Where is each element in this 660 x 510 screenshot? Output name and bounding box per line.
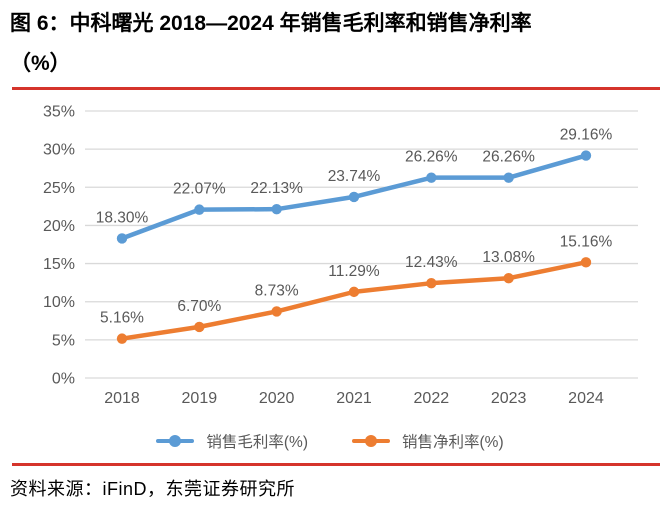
data-point xyxy=(426,172,437,183)
data-point xyxy=(580,257,592,268)
source-note: 资料来源：iFinD，东莞证券研究所 xyxy=(10,479,296,499)
y-tick-label: 0% xyxy=(52,371,75,388)
data-label: 22.13% xyxy=(250,180,303,197)
x-tick-label: 2023 xyxy=(491,390,527,407)
data-label: 5.16% xyxy=(100,310,144,327)
data-point xyxy=(116,233,128,244)
data-label: 29.16% xyxy=(560,127,613,144)
legend-item-gross-margin: 销售毛利率(%) xyxy=(156,430,308,452)
data-point xyxy=(271,306,282,317)
data-point xyxy=(348,191,360,203)
data-label: 22.07% xyxy=(173,181,226,198)
y-tick-label: 20% xyxy=(43,218,75,235)
y-tick-label: 15% xyxy=(43,256,75,273)
data-label: 18.30% xyxy=(96,209,149,226)
data-label: 13.08% xyxy=(482,249,535,266)
data-point xyxy=(503,172,514,183)
data-label: 8.73% xyxy=(255,282,299,299)
y-tick-label: 5% xyxy=(52,332,75,349)
data-label: 23.74% xyxy=(328,168,381,185)
data-point xyxy=(271,203,282,215)
data-point xyxy=(194,204,205,215)
data-label: 12.43% xyxy=(405,254,458,271)
x-tick-label: 2019 xyxy=(182,390,218,407)
legend-item-net-margin: 销售净利率(%) xyxy=(352,430,504,452)
legend-label-gross-margin: 销售毛利率(%) xyxy=(206,434,308,451)
figure-title-line1: 图 6：中科曙光 2018—2024 年销售毛利率和销售净利率 xyxy=(10,12,532,35)
x-tick-label: 2018 xyxy=(104,390,140,407)
data-point xyxy=(426,277,437,289)
data-point xyxy=(116,333,128,344)
data-point xyxy=(503,273,514,284)
x-tick-label: 2021 xyxy=(336,390,372,407)
legend-dot-gross-margin-icon xyxy=(169,435,182,447)
bottom-divider-rule xyxy=(12,463,660,466)
y-tick-label: 30% xyxy=(43,142,75,159)
x-tick-label: 2022 xyxy=(414,390,450,407)
line-chart: 0% 5% 10% 15% 20% 25% 30% 35% 2018 2019 2020 2021 20… xyxy=(43,103,638,407)
figure-title-line2: （%） xyxy=(10,52,71,75)
data-point xyxy=(194,321,205,333)
data-label: 11.29% xyxy=(328,263,380,280)
y-tick-label: 35% xyxy=(43,103,75,120)
legend-label-net-margin: 销售净利率(%) xyxy=(402,434,504,451)
data-label: 6.70% xyxy=(177,298,221,315)
data-label: 26.26% xyxy=(405,149,458,166)
figure-title: 图 6：中科曙光 2018—2024 年销售毛利率和销售净利率 （%） xyxy=(10,4,654,84)
legend-marker-net-margin-icon xyxy=(352,435,390,447)
data-label: 26.26% xyxy=(482,149,535,166)
x-tick-label: 2024 xyxy=(568,390,604,407)
legend-marker-gross-margin-icon xyxy=(156,435,195,447)
data-point xyxy=(580,150,592,161)
top-divider-rule xyxy=(12,87,660,90)
legend-dot-net-margin-icon xyxy=(365,435,377,447)
chart-legend: 销售毛利率(%) 销售净利率(%) xyxy=(0,426,660,456)
data-point xyxy=(348,286,360,298)
x-tick-label: 2020 xyxy=(259,390,295,407)
data-label: 15.16% xyxy=(560,233,613,250)
y-tick-label: 25% xyxy=(43,180,75,197)
y-tick-label: 10% xyxy=(43,294,75,311)
